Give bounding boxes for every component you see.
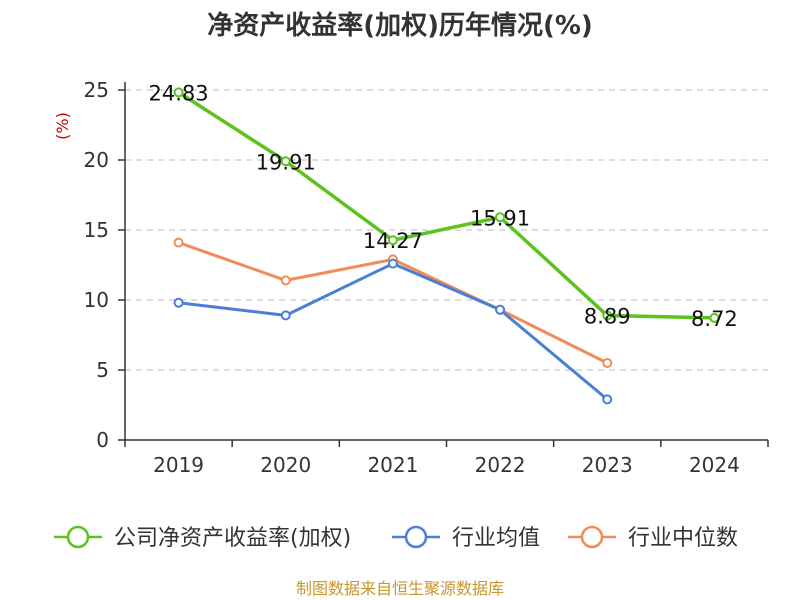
data-point-0 bbox=[495, 212, 506, 223]
x-tick-label: 2020 bbox=[260, 453, 311, 477]
data-label: 14.27 bbox=[363, 229, 423, 253]
data-point-2 bbox=[602, 358, 613, 368]
y-tick-label: 10 bbox=[84, 288, 109, 312]
data-point-0 bbox=[387, 235, 398, 246]
data-point-1 bbox=[602, 394, 613, 405]
legend-swatch-marker bbox=[404, 525, 428, 549]
x-tick-label: 2019 bbox=[153, 453, 204, 477]
chart-title: 净资产收益率(加权)历年情况(%) bbox=[207, 10, 593, 41]
source-note: 制图数据来自恒生聚源数据库 bbox=[296, 579, 504, 598]
legend: 公司净资产收益率(加权) 行业均值 行业中位数 bbox=[54, 525, 738, 551]
data-point-0 bbox=[173, 87, 184, 98]
legend-label: 行业中位数 bbox=[628, 526, 738, 551]
y-tick-label: 0 bbox=[96, 428, 109, 452]
y-axis-label: (%) bbox=[53, 112, 72, 140]
data-labels: 24.83 19.91 14.27 15.91 8.89 8.72 bbox=[149, 81, 738, 331]
x-tick-label: 2024 bbox=[689, 453, 740, 477]
legend-label: 公司净资产收益率(加权) bbox=[114, 526, 351, 551]
data-point-0 bbox=[602, 310, 613, 321]
series-layer bbox=[173, 87, 720, 405]
data-label: 15.91 bbox=[470, 206, 530, 230]
data-point-2 bbox=[173, 237, 184, 248]
data-point-0 bbox=[709, 312, 720, 323]
y-tick-label: 5 bbox=[96, 358, 109, 382]
data-point-1 bbox=[280, 310, 291, 321]
data-point-1 bbox=[173, 297, 184, 308]
y-tick-label: 15 bbox=[84, 218, 109, 242]
data-point-0 bbox=[280, 156, 291, 167]
data-point-1 bbox=[387, 258, 398, 269]
x-tick-label: 2021 bbox=[367, 453, 418, 477]
data-label: 24.83 bbox=[149, 81, 209, 105]
legend-swatch-marker bbox=[66, 525, 90, 549]
legend-label: 行业均值 bbox=[452, 526, 540, 551]
y-tick-label: 20 bbox=[84, 148, 109, 172]
axes: 0 5 10 15 20 25 2019 2020 2021 2022 2023 2024 bbox=[84, 78, 769, 477]
x-tick-label: 2023 bbox=[582, 453, 633, 477]
data-label: 8.72 bbox=[691, 307, 738, 331]
data-point-1 bbox=[495, 304, 506, 315]
legend-swatch-marker bbox=[580, 525, 604, 549]
data-label: 8.89 bbox=[584, 305, 631, 329]
series-line-0 bbox=[177, 90, 715, 320]
data-point-2 bbox=[280, 275, 291, 286]
data-label: 19.91 bbox=[256, 150, 316, 174]
x-tick-label: 2022 bbox=[475, 453, 526, 477]
y-tick-label: 25 bbox=[84, 78, 109, 102]
